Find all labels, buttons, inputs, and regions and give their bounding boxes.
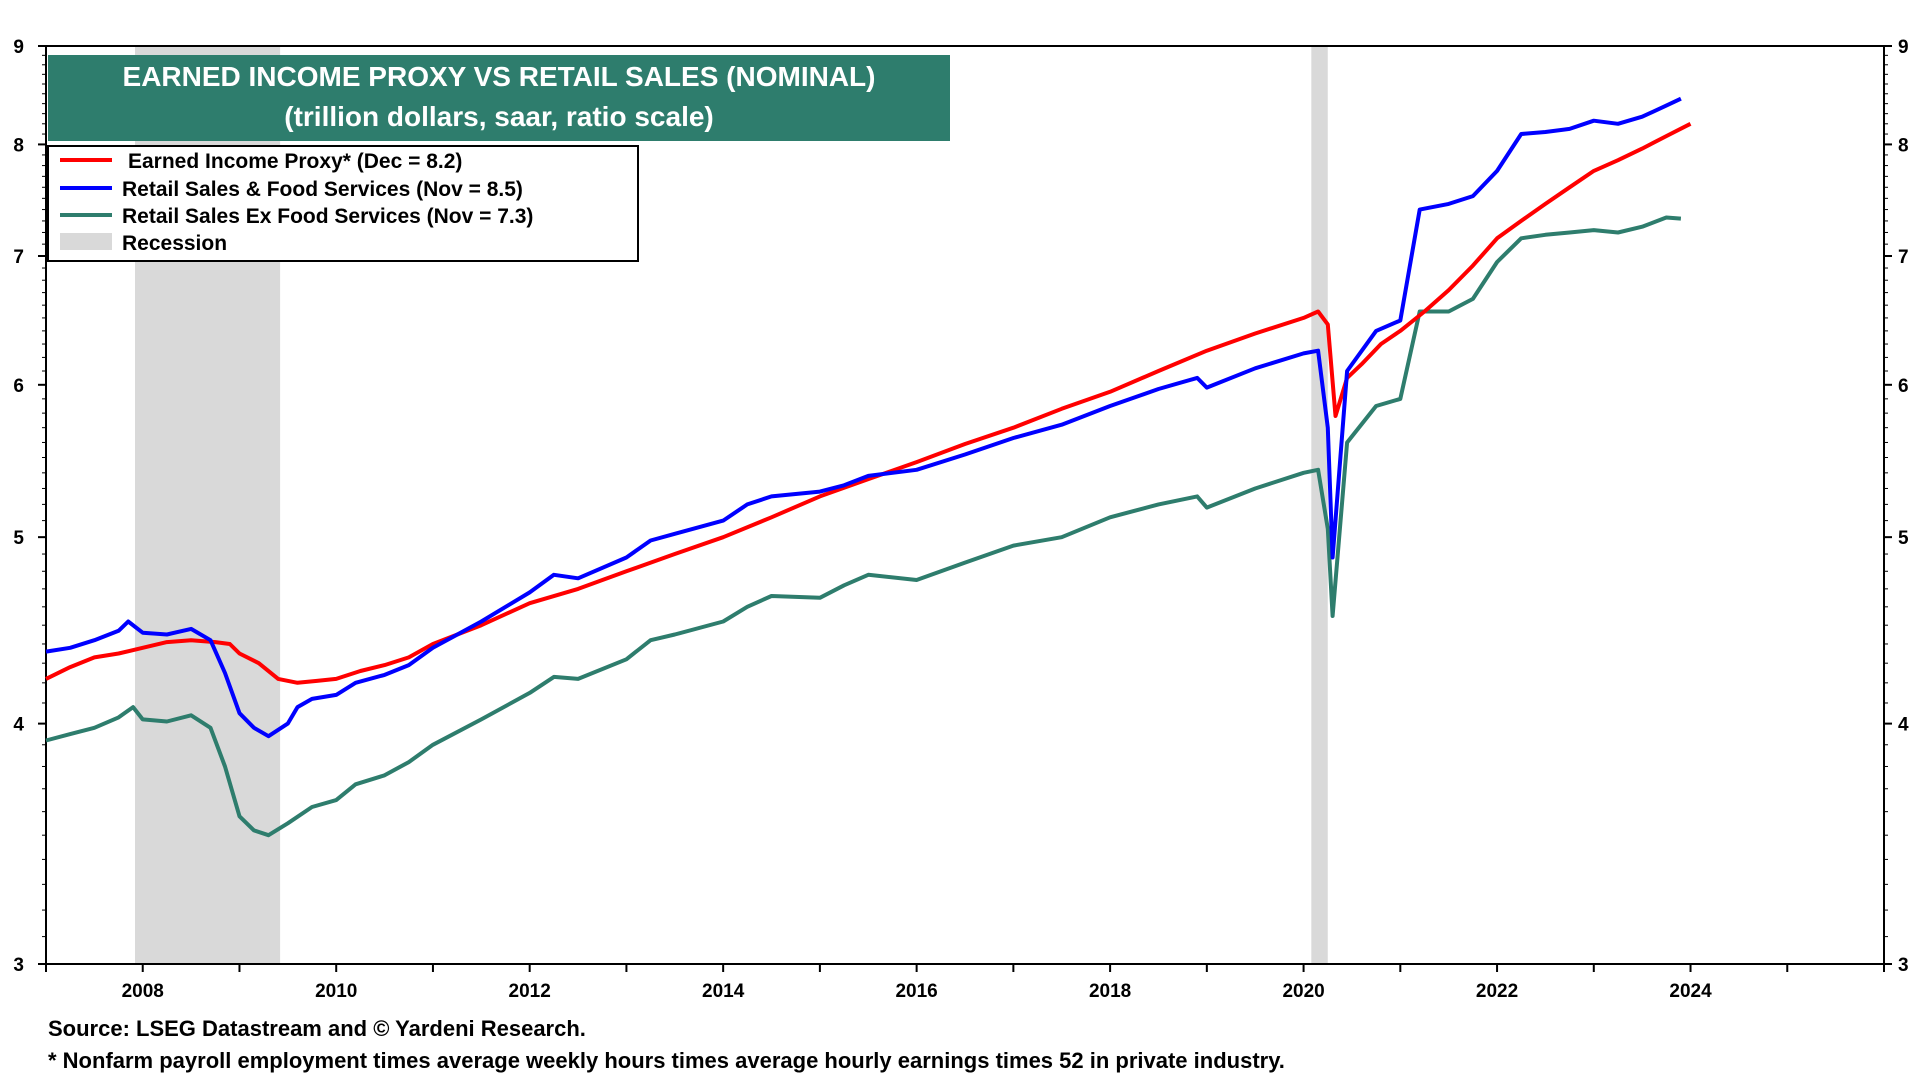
x-tick-label-2008: 2008 xyxy=(122,981,164,1002)
x-tick-label-2012: 2012 xyxy=(509,981,551,1002)
y-tick-label-right-3: 3 xyxy=(1898,955,1909,976)
y-tick-label-left-9: 9 xyxy=(13,37,24,58)
legend-box xyxy=(47,145,639,262)
x-tick-label-2022: 2022 xyxy=(1476,981,1518,1002)
x-tick-label-2020: 2020 xyxy=(1282,981,1324,1002)
y-tick-label-left-6: 6 xyxy=(13,376,24,397)
x-tick-label-2024: 2024 xyxy=(1669,981,1712,1002)
source-note: Source: LSEG Datastream and © Yardeni Re… xyxy=(48,1016,586,1041)
y-axis-right: 3 4 5 6 7 8 9 xyxy=(1884,37,1909,976)
y-tick-label-left-8: 8 xyxy=(13,135,24,156)
legend-swatch-recession xyxy=(60,233,112,250)
chart-subtitle: (trillion dollars, saar, ratio scale) xyxy=(284,101,714,132)
y-tick-label-left-3: 3 xyxy=(13,955,24,976)
series-line-retail xyxy=(45,96,1682,739)
x-tick-label-2014: 2014 xyxy=(702,981,745,1002)
legend-label-retail: Retail Sales & Food Services (Nov = 8.5) xyxy=(122,178,523,201)
y-tick-label-right-9: 9 xyxy=(1898,37,1909,58)
title-background xyxy=(48,55,950,141)
legend-label-earned: Earned Income Proxy* (Dec = 8.2) xyxy=(128,150,462,173)
y-tick-label-right-4: 4 xyxy=(1898,715,1909,736)
chart-title: EARNED INCOME PROXY VS RETAIL SALES (NOM… xyxy=(123,61,876,92)
title-box: EARNED INCOME PROXY VS RETAIL SALES (NOM… xyxy=(48,55,950,141)
x-axis: 2008 2010 2012 2014 2016 2018 2020 2022 2024 xyxy=(45,964,1885,1002)
x-tick-label-2010: 2010 xyxy=(315,981,357,1002)
x-tick-label-2018: 2018 xyxy=(1089,981,1131,1002)
y-tick-label-left-4: 4 xyxy=(13,715,24,736)
y-tick-label-right-5: 5 xyxy=(1898,528,1909,549)
series-line-exfood xyxy=(45,215,1682,838)
y-tick-label-left-7: 7 xyxy=(13,247,24,268)
recession-band-2 xyxy=(1311,46,1328,964)
y-axis-left: 3 4 5 6 7 8 9 xyxy=(13,37,46,976)
y-tick-label-left-5: 5 xyxy=(13,528,24,549)
footnote: * Nonfarm payroll employment times avera… xyxy=(48,1048,1285,1073)
legend: Earned Income Proxy* (Dec = 8.2) Retail … xyxy=(47,145,639,262)
series-line-earned xyxy=(45,122,1692,685)
y-tick-label-right-8: 8 xyxy=(1898,135,1909,156)
y-tick-label-right-6: 6 xyxy=(1898,376,1909,397)
legend-label-exfood: Retail Sales Ex Food Services (Nov = 7.3… xyxy=(122,205,533,228)
series-layer xyxy=(45,96,1692,838)
plot-frame xyxy=(45,45,1885,965)
y-tick-label-right-7: 7 xyxy=(1898,247,1909,268)
x-tick-label-2016: 2016 xyxy=(895,981,937,1002)
legend-label-recession: Recession xyxy=(122,232,227,255)
